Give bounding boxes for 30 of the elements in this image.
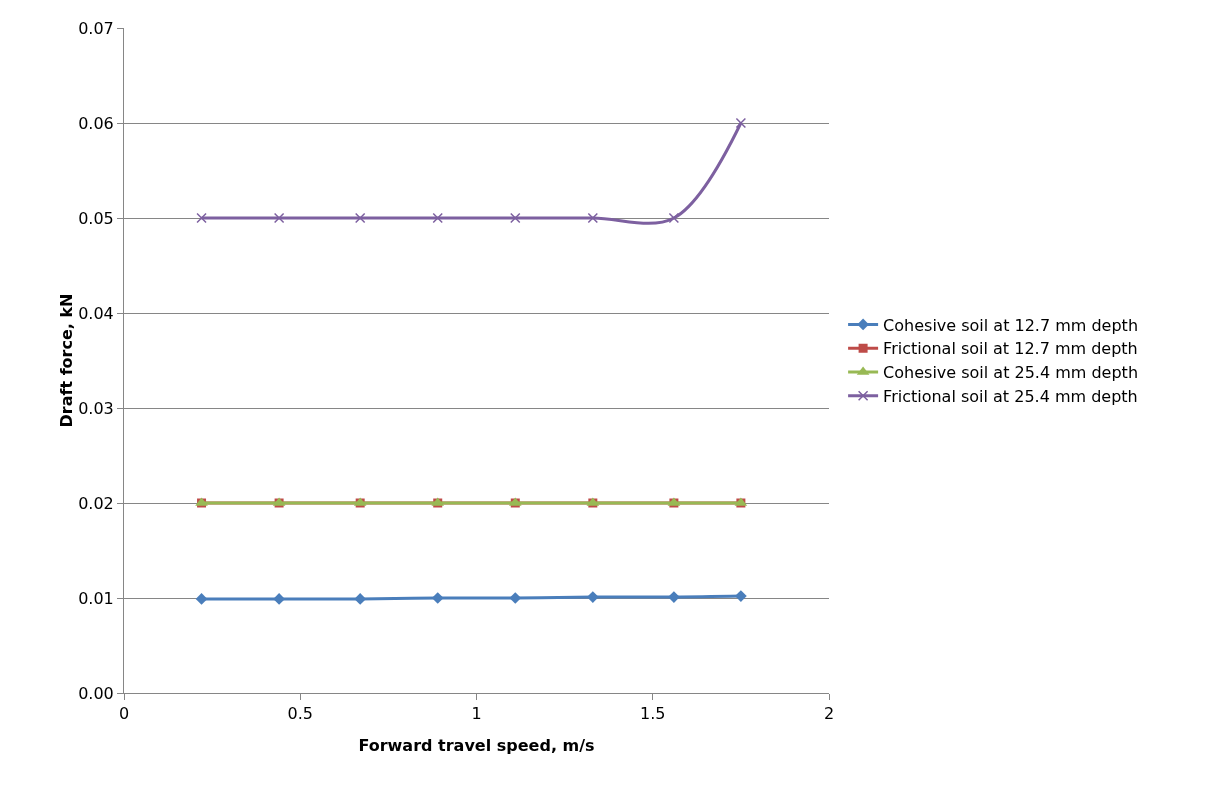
legend-label: Frictional soil at 12.7 mm depth bbox=[883, 339, 1138, 359]
point bbox=[432, 212, 443, 224]
point bbox=[354, 212, 366, 224]
point bbox=[196, 212, 207, 224]
point bbox=[735, 117, 747, 129]
x-tick-label: 1 bbox=[471, 704, 482, 724]
legend-label: Cohesive soil at 25.4 mm depth bbox=[883, 363, 1139, 383]
y-tick-label: 0.01 bbox=[78, 588, 114, 608]
legend-label: Frictional soil at 25.4 mm depth bbox=[883, 387, 1138, 407]
y-tick-label: 0.06 bbox=[78, 113, 114, 133]
x-axis-title: Forward travel speed, m/s bbox=[358, 736, 595, 755]
y-tick-label: 0.02 bbox=[78, 493, 114, 513]
y-axis-title: Draft force, kN bbox=[57, 293, 77, 428]
y-tick-label: 0.00 bbox=[78, 683, 114, 703]
legend-label: Cohesive soil at 12.7 mm depth bbox=[883, 315, 1139, 335]
x-tick-label: 1.5 bbox=[640, 704, 666, 724]
y-tick-label: 0.07 bbox=[78, 18, 114, 38]
point bbox=[273, 212, 285, 224]
point bbox=[510, 212, 521, 224]
point bbox=[668, 212, 680, 224]
y-tick-label: 0.03 bbox=[78, 398, 114, 418]
x-tick-label: 0.5 bbox=[287, 704, 313, 724]
y-tick-label: 0.04 bbox=[78, 303, 114, 323]
point bbox=[587, 212, 599, 224]
point bbox=[735, 590, 747, 602]
y-tick-label: 0.05 bbox=[78, 208, 114, 228]
point bbox=[195, 593, 208, 605]
x-tick-label: 2 bbox=[823, 704, 835, 724]
x-tick-label: 0 bbox=[118, 704, 130, 724]
point bbox=[273, 593, 285, 605]
